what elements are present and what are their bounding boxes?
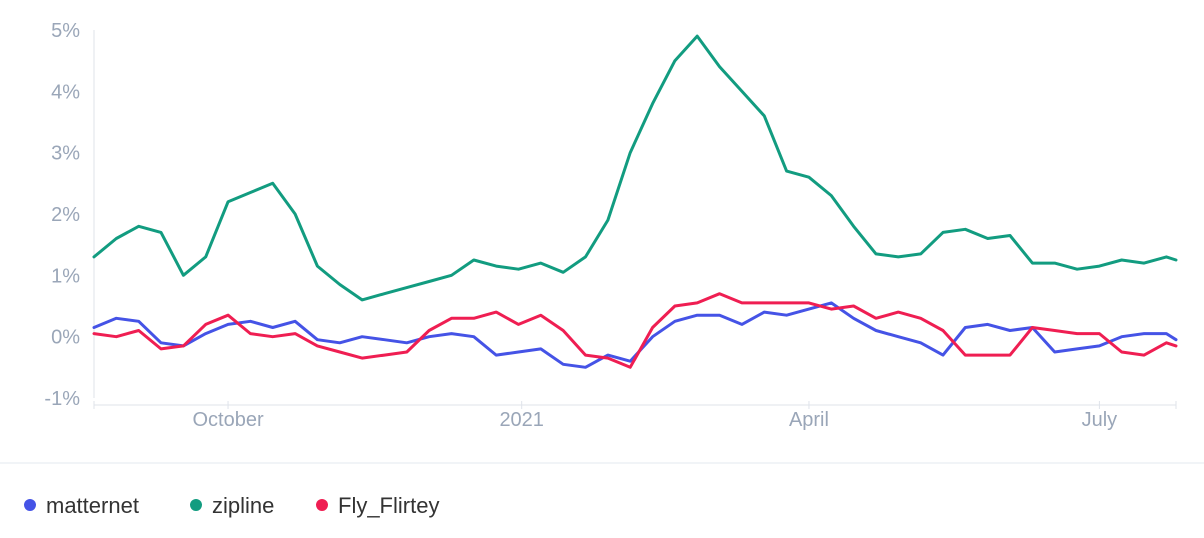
legend-item-fly-flirtey[interactable]: Fly_Flirtey <box>316 493 439 518</box>
y-tick-label: 4% <box>51 81 80 103</box>
y-tick-label: 2% <box>51 204 80 226</box>
x-tick-label: October <box>192 409 263 431</box>
x-tick-label: July <box>1082 409 1118 431</box>
legend-marker-icon <box>24 499 36 511</box>
x-axis: October 2021 April July <box>93 401 1177 431</box>
y-tick-label: 1% <box>51 265 80 287</box>
y-axis: 5% 4% 3% 2% 1% 0% -1% <box>44 20 95 410</box>
series-line-fly-flirtey[interactable] <box>92 292 1178 369</box>
legend-marker-icon <box>316 499 328 511</box>
legend-label: matternet <box>46 493 139 518</box>
x-tick-label: 2021 <box>499 409 544 431</box>
y-tick-label: -1% <box>44 388 80 410</box>
y-tick-label: 3% <box>51 143 80 165</box>
legend-label: Fly_Flirtey <box>338 493 439 518</box>
legend-item-matternet[interactable]: matternet <box>24 493 139 518</box>
legend: matternet zipline Fly_Flirtey <box>24 493 439 518</box>
x-tick-label: April <box>789 409 829 431</box>
series-line-zipline[interactable] <box>92 34 1178 302</box>
legend-item-zipline[interactable]: zipline <box>190 493 274 518</box>
series-layer <box>92 34 1178 369</box>
legend-label: zipline <box>212 493 274 518</box>
legend-marker-icon <box>190 499 202 511</box>
y-tick-label: 0% <box>51 327 80 349</box>
y-tick-label: 5% <box>51 20 80 42</box>
